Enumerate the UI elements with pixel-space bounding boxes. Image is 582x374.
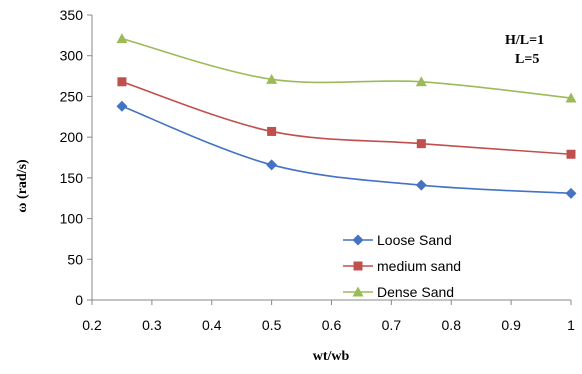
y-tick-label: 200 [60, 129, 84, 145]
y-tick-label: 150 [60, 170, 84, 186]
series-line-dense-sand [121, 37, 572, 99]
data-point-dense-sand [116, 33, 128, 44]
data-point-medium-sand [267, 126, 277, 136]
x-tick-label: 0.2 [82, 317, 102, 333]
legend-marker-medium-sand [353, 261, 363, 271]
y-axis-title: ω (rad/s) [15, 159, 30, 213]
series-line-loose-sand [121, 105, 572, 195]
data-point-loose-sand [415, 179, 427, 191]
legend-label: medium sand [377, 258, 461, 274]
data-point-dense-sand [266, 73, 278, 84]
x-tick-label: 0.9 [501, 317, 521, 333]
legend-marker-loose-sand [352, 234, 364, 246]
y-tick-label: 100 [60, 211, 84, 227]
legend-label: Dense Sand [377, 284, 454, 300]
annotation-length: L=5 [515, 52, 539, 67]
data-point-loose-sand [565, 187, 577, 199]
annotation-hl-ratio: H/L=1 [505, 33, 544, 48]
x-tick-label: 1 [567, 317, 575, 333]
x-tick-label: 0.4 [202, 317, 222, 333]
data-point-loose-sand [116, 100, 128, 112]
x-axis: 0.2 0.3 0.4 0.5 0.6 0.7 0.8 0.9 1 [82, 300, 575, 333]
x-tick-label: 0.7 [382, 317, 402, 333]
y-tick-label: 0 [75, 292, 83, 308]
series-layer [116, 33, 577, 199]
legend-item-loose-sand: Loose Sand [343, 232, 452, 248]
data-point-medium-sand [117, 77, 127, 87]
y-axis: 0 50 100 150 200 250 300 350 [60, 7, 92, 308]
x-tick-label: 0.8 [442, 317, 462, 333]
legend-item-dense-sand: Dense Sand [343, 284, 454, 300]
y-tick-label: 300 [60, 48, 84, 64]
legend-marker-dense-sand [352, 286, 364, 297]
plot-area [91, 15, 571, 301]
series-line-medium-sand [121, 81, 572, 156]
data-point-loose-sand [266, 159, 278, 171]
series-loose-sand [116, 100, 577, 199]
x-tick-label: 0.5 [262, 317, 282, 333]
data-point-medium-sand [566, 149, 576, 159]
x-tick-label: 0.6 [322, 317, 342, 333]
x-axis-title: wt/wb [313, 349, 350, 364]
data-point-dense-sand [565, 92, 577, 103]
series-medium-sand [117, 77, 576, 159]
data-point-dense-sand [415, 76, 427, 87]
legend-label: Loose Sand [377, 232, 452, 248]
x-tick-label: 0.3 [142, 317, 162, 333]
y-tick-label: 350 [60, 7, 84, 23]
y-tick-label: 250 [60, 88, 84, 104]
series-dense-sand [116, 33, 577, 103]
y-tick-label: 50 [67, 251, 83, 267]
legend: Loose Sand medium sand Dense Sand [343, 232, 461, 300]
legend-item-medium-sand: medium sand [343, 258, 461, 274]
data-point-medium-sand [416, 139, 426, 149]
